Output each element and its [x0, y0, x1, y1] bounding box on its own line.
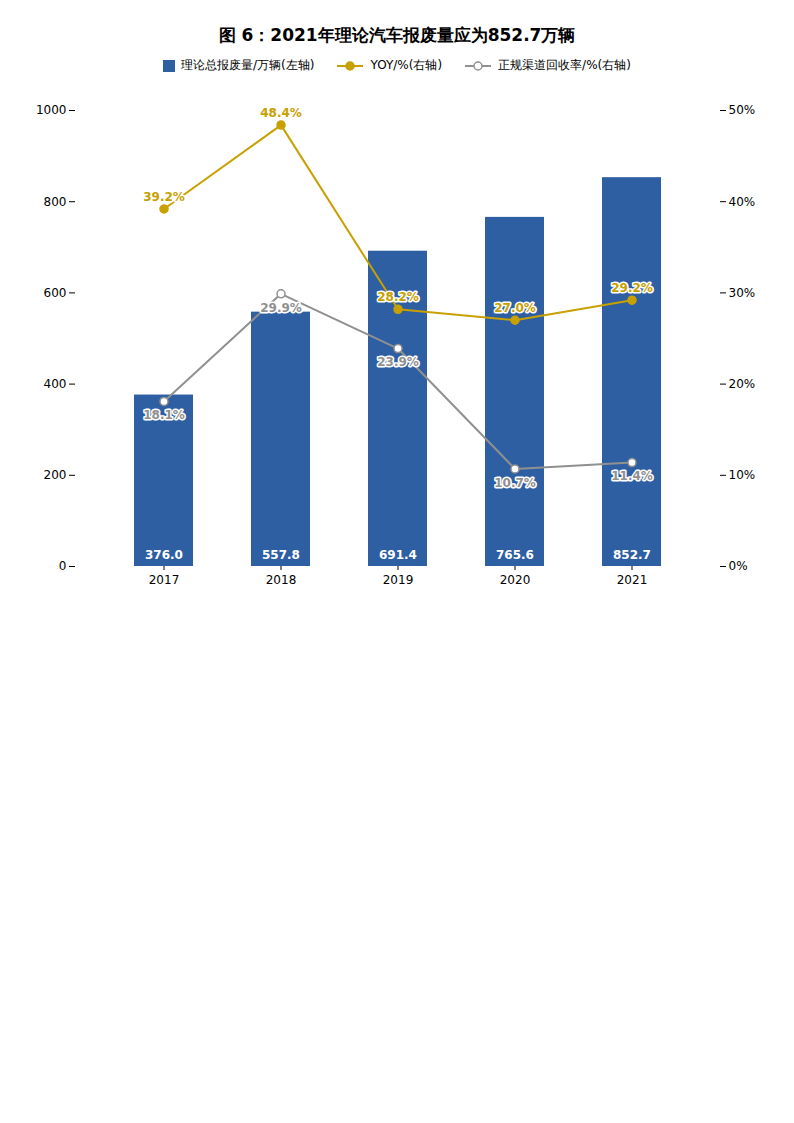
svg-text:40%: 40% [729, 195, 756, 209]
svg-text:691.4: 691.4 [379, 548, 417, 562]
svg-text:29.2%: 29.2% [611, 281, 653, 295]
html-text:正规渠道回收率/%(右轴): 正规渠道回收率/%(右轴) [498, 58, 631, 72]
svg-text:376.0: 376.0 [145, 548, 183, 562]
svg-text:2020: 2020 [500, 573, 531, 587]
svg-text:50%: 50% [729, 103, 756, 117]
svg-text:2021: 2021 [617, 573, 648, 587]
svg-text:2017: 2017 [149, 573, 180, 587]
svg-text:800: 800 [44, 195, 67, 209]
svg-text:852.7: 852.7 [613, 548, 651, 562]
svg-text:18.1%: 18.1% [143, 408, 185, 422]
svg-text:200: 200 [44, 468, 67, 482]
svg-text:39.2%: 39.2% [143, 190, 185, 204]
html-text:理论总报废量/万辆(左轴): 理论总报废量/万辆(左轴) [181, 58, 315, 72]
svg-text:11.4%: 11.4% [611, 469, 653, 483]
svg-text:28.2%: 28.2% [377, 290, 419, 304]
svg-text:0%: 0% [729, 559, 748, 573]
svg-text:20%: 20% [729, 377, 756, 391]
svg-text:765.6: 765.6 [496, 548, 534, 562]
svg-text:2019: 2019 [383, 573, 414, 587]
svg-text:27.0%: 27.0% [494, 301, 536, 315]
svg-text:10.7%: 10.7% [494, 476, 536, 490]
svg-text:0: 0 [59, 559, 67, 573]
svg-text:48.4%: 48.4% [260, 106, 302, 120]
html-text:YOY/%(右轴): YOY/%(右轴) [370, 58, 443, 72]
svg-text:30%: 30% [729, 286, 756, 300]
svg-text:1000: 1000 [36, 103, 67, 117]
svg-text:2018: 2018 [266, 573, 297, 587]
svg-text:600: 600 [44, 286, 67, 300]
svg-text:23.9%: 23.9% [377, 355, 419, 369]
html-text:图 6：2021年理论汽车报废量应为852.7万辆: 图 6：2021年理论汽车报废量应为852.7万辆 [218, 25, 576, 45]
svg-text:557.8: 557.8 [262, 548, 300, 562]
svg-text:29.9%: 29.9% [260, 301, 302, 315]
svg-text:400: 400 [44, 377, 67, 391]
svg-text:10%: 10% [729, 468, 756, 482]
